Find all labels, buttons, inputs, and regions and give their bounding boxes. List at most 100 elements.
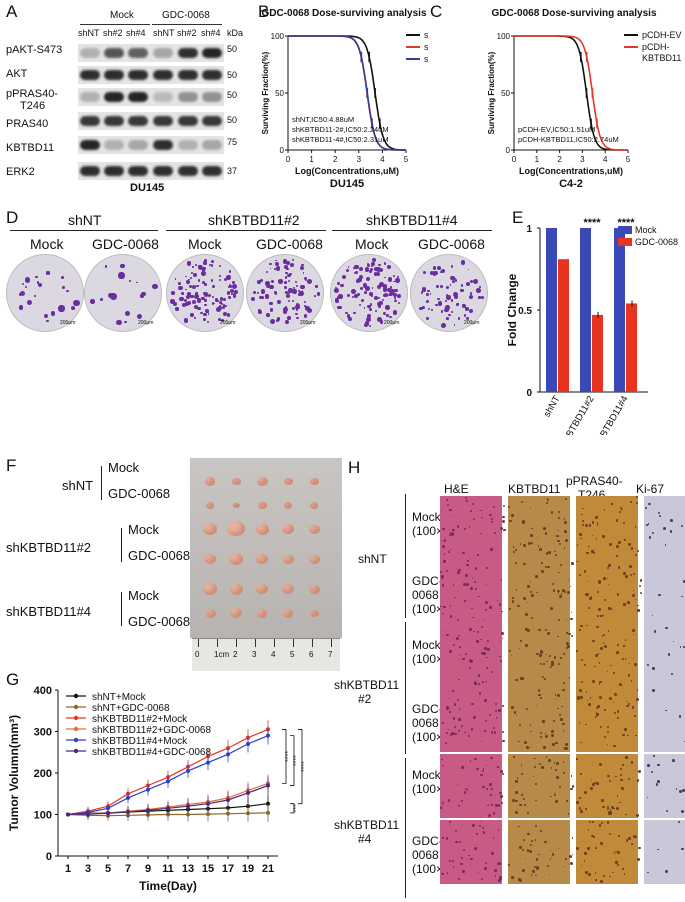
- ihc-cell: [530, 873, 533, 876]
- colony: [197, 306, 201, 311]
- ihc-cell: [631, 680, 633, 682]
- ihc-cell: [596, 615, 599, 617]
- ihc-cell: [678, 715, 682, 718]
- colony: [61, 285, 66, 290]
- ihc-cell: [570, 634, 574, 638]
- ihc-cell: [531, 616, 534, 619]
- ihc-cell: [496, 600, 499, 602]
- y-tick-label: 0.5: [518, 306, 532, 317]
- blot-band: [178, 92, 198, 102]
- marker-label: 37: [227, 166, 238, 176]
- ihc-cell: [534, 574, 538, 578]
- ihc-cell: [489, 514, 492, 517]
- significance-bracket: [298, 729, 303, 805]
- ihc-cell: [467, 735, 470, 738]
- ihc-cell: [665, 709, 667, 712]
- ihc-cell: [606, 821, 610, 824]
- ihc-cell: [580, 680, 584, 684]
- ihc-cell: [596, 713, 599, 716]
- ihc-cell: [545, 565, 548, 568]
- ihc-cell: [474, 682, 477, 685]
- colony: [226, 274, 231, 280]
- ihc-cell: [465, 574, 469, 578]
- colony: [297, 304, 301, 308]
- colony: [463, 314, 467, 318]
- colony: [25, 286, 28, 289]
- ihc-cell: [616, 651, 619, 655]
- chart-title: GDC-0068 Dose-surviving analysis: [491, 8, 657, 19]
- blot-band: [104, 116, 124, 126]
- ihc-cell: [441, 758, 443, 760]
- colony: [206, 320, 210, 324]
- colony: [104, 264, 108, 268]
- ihc-cell: [538, 853, 540, 856]
- colony: [426, 292, 430, 296]
- ihc-row-label: GDC-: [412, 834, 443, 848]
- colony: [376, 317, 382, 323]
- colony: [227, 291, 231, 295]
- ihc-cell: [599, 824, 602, 827]
- x-tick-label: 5: [626, 155, 631, 164]
- colony: [450, 265, 453, 268]
- legend-swatch: [618, 226, 632, 234]
- ihc-cell: [476, 767, 479, 770]
- colony: [270, 318, 276, 324]
- ihc-cell: [500, 640, 502, 642]
- tumor: [256, 584, 268, 595]
- ihc-cell: [556, 693, 560, 697]
- ihc-cell: [557, 662, 560, 666]
- ihc-cell: [501, 772, 504, 775]
- x-axis-label: Log(Concentrations,uM): [295, 166, 399, 176]
- colony: [444, 305, 450, 310]
- colony: [460, 284, 464, 287]
- ihc-cell: [499, 875, 503, 879]
- ihc-cell: [549, 655, 552, 658]
- ihc-cell: [563, 547, 566, 549]
- ihc-cell: [554, 800, 558, 804]
- ihc-cell: [513, 877, 515, 879]
- ihc-group-label: shKBTBD11: [334, 678, 400, 692]
- colony: [212, 285, 216, 288]
- ihc-cell: [513, 756, 516, 759]
- colony: [446, 295, 451, 300]
- ihc-cell: [558, 571, 560, 574]
- ihc-cell: [453, 703, 457, 706]
- ihc-cell: [542, 676, 545, 679]
- ihc-cell: [497, 804, 501, 807]
- colony: [136, 281, 138, 284]
- ihc-cell: [590, 778, 593, 781]
- ihc-cell: [632, 835, 636, 839]
- x-axis-label: Log(Concentrations,uM): [519, 166, 623, 176]
- ihc-image: [440, 624, 505, 688]
- colony: [275, 266, 280, 271]
- tumor: [230, 608, 242, 619]
- ihc-cell: [479, 692, 482, 695]
- ihc-cell: [446, 732, 449, 735]
- ihc-row-label: (100×): [412, 862, 448, 876]
- ihc-cell: [617, 710, 620, 713]
- colony: [445, 286, 449, 290]
- ihc-cell: [442, 605, 446, 609]
- ihc-cell: [655, 782, 659, 786]
- ihc-cell: [624, 575, 628, 578]
- ihc-cell: [535, 652, 539, 656]
- ihc-cell: [602, 641, 605, 644]
- legend-entry: Mock: [635, 225, 657, 235]
- bar: [592, 314, 603, 392]
- ihc-cell: [620, 778, 624, 782]
- colony: [366, 276, 371, 281]
- ihc-row-label: 0068: [412, 716, 439, 730]
- ihc-cell: [538, 628, 541, 632]
- cell-line-label: DU145: [330, 178, 364, 190]
- blot-band: [80, 48, 100, 58]
- ihc-cell: [527, 584, 530, 588]
- legend-marker: [73, 704, 79, 710]
- ihc-cell: [489, 606, 493, 609]
- ihc-image: [644, 624, 685, 688]
- ihc-cell: [508, 864, 511, 867]
- ihc-cell: [581, 513, 583, 516]
- ihc-cell: [607, 725, 610, 728]
- ihc-cell: [529, 580, 532, 583]
- colony: [440, 285, 443, 288]
- marker-label: 50: [227, 70, 238, 80]
